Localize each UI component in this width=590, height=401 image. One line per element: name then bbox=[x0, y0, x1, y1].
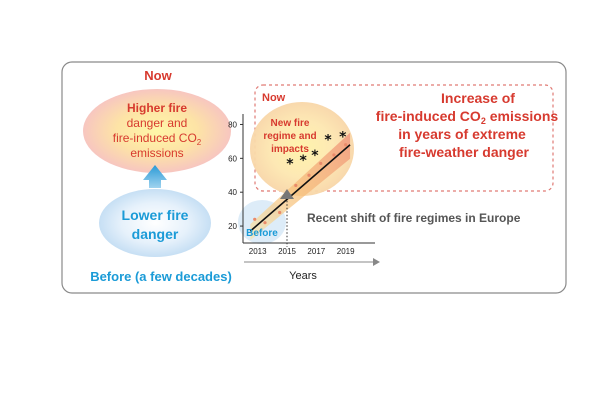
y-tick-label: 20 bbox=[228, 222, 237, 231]
x-tick-label: 2015 bbox=[278, 247, 296, 256]
higher-fire-line3-prefix: fire-induced CO bbox=[113, 131, 197, 145]
before-few-decades-label: Before (a few decades) bbox=[90, 269, 232, 284]
star-marker: * bbox=[324, 133, 332, 149]
data-point bbox=[332, 153, 336, 157]
now-label-chart: Now bbox=[262, 92, 286, 104]
co2-subscript-right: 2 bbox=[481, 116, 486, 126]
y-tick-label: 80 bbox=[228, 120, 237, 129]
x-tick-label: 2013 bbox=[249, 247, 267, 256]
before-label-chart: Before bbox=[246, 228, 278, 239]
y-tick-label: 40 bbox=[228, 188, 237, 197]
x-tick-label: 2017 bbox=[307, 247, 325, 256]
bubble-line2: regime and bbox=[263, 131, 316, 142]
higher-fire-line2: danger and bbox=[127, 116, 188, 130]
up-arrow-icon bbox=[143, 165, 167, 188]
increase-line4: fire-weather danger bbox=[399, 144, 529, 160]
increase-line2: fire-induced CO2 emissions bbox=[376, 108, 559, 126]
data-point bbox=[344, 143, 348, 147]
star-marker: * bbox=[286, 156, 294, 172]
higher-fire-line4: emissions bbox=[130, 146, 183, 160]
before-ellipse bbox=[99, 189, 211, 257]
split-triangle-icon bbox=[280, 188, 294, 199]
now-ellipse bbox=[83, 89, 231, 173]
recent-shift-caption: Recent shift of fire regimes in Europe bbox=[307, 211, 521, 225]
increase-line1: Increase of bbox=[441, 90, 515, 106]
data-point bbox=[307, 173, 311, 177]
increase-line2-suffix: emissions bbox=[486, 108, 559, 124]
now-dashed-box bbox=[254, 84, 554, 192]
now-label-left: Now bbox=[144, 68, 172, 83]
data-point bbox=[278, 210, 282, 215]
x-tick-label: 2019 bbox=[337, 247, 355, 256]
star-marker: * bbox=[311, 148, 319, 164]
bubble-line1: New fire bbox=[271, 118, 310, 129]
higher-fire-line1: Higher fire bbox=[127, 101, 187, 115]
co2-subscript-left: 2 bbox=[197, 138, 202, 147]
x-axis-title: Years bbox=[289, 270, 317, 282]
increase-line2-prefix: fire-induced CO bbox=[376, 108, 481, 124]
star-marker: * bbox=[299, 153, 307, 169]
lower-fire-line1: Lower fire bbox=[122, 207, 189, 223]
star-marker: * bbox=[339, 129, 347, 145]
lower-fire-line2: danger bbox=[132, 226, 179, 242]
increase-line3: in years of extreme bbox=[398, 126, 526, 142]
trend-line bbox=[249, 144, 351, 232]
higher-fire-line3: fire-induced CO2 bbox=[113, 131, 202, 147]
data-point bbox=[263, 221, 267, 225]
data-point bbox=[253, 217, 257, 221]
x-arrow-head-icon bbox=[373, 258, 380, 266]
data-point bbox=[319, 161, 323, 166]
data-point bbox=[294, 183, 298, 188]
bubble-line3: impacts bbox=[271, 144, 309, 155]
y-tick-label: 60 bbox=[228, 154, 237, 163]
trend-band bbox=[250, 132, 351, 241]
